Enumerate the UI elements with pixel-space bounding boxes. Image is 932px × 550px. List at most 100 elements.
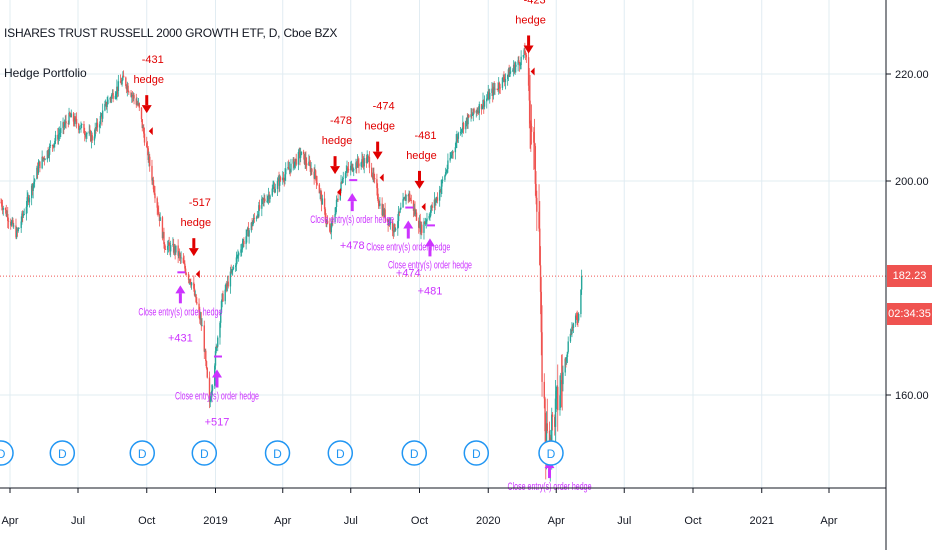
candle-up [310,168,312,172]
candle-up [188,279,191,281]
candle-down [205,361,208,369]
candle-up [567,341,569,352]
candle-down [530,125,533,132]
candle-up [256,215,259,218]
candle-up [167,242,170,246]
countdown-tag: 02:34:35 [887,303,932,326]
candle-down [182,257,185,264]
candle-down [163,244,166,250]
candle-down [499,87,501,89]
candle-down [436,197,439,201]
candle-up [95,122,98,129]
candle-down [314,170,317,177]
candle-down [278,178,280,186]
candle-up [444,175,446,180]
candle-down [471,114,473,116]
candle-down [279,177,282,181]
candle-up [420,224,422,233]
candle-down [282,177,285,180]
candle-down [382,208,385,216]
candle-up [226,281,229,287]
candle-up [132,94,134,96]
candle-down [158,214,161,221]
candle-down [316,182,318,185]
dividend-icon [191,440,218,466]
hedge-arrow-shaft [376,141,380,152]
candle-down [452,151,454,153]
candle-up [367,156,369,158]
candle-up [523,49,525,56]
candle-up [566,351,569,357]
close-marker-icon [177,271,186,274]
candle-down [560,380,563,383]
candle-up [54,140,56,144]
candle-down [320,192,322,195]
candle-down [75,119,78,125]
candle-down [43,158,46,160]
candle-up [194,294,197,296]
candle-down [320,194,323,205]
candle-down [477,110,480,114]
close-arrow-icon [403,220,414,229]
candle-down [251,222,253,227]
dividend-icon-label: D [336,447,345,461]
close-marker-icon [349,179,358,182]
hedge-arrow-icon [523,45,534,54]
hedge-arrow-shaft [527,35,531,46]
candle-down [78,124,80,130]
candle-up [360,162,362,167]
candle-up [23,214,25,215]
candle-up [361,159,363,163]
candle-up [277,178,279,182]
candle-down [351,164,353,171]
candle-up [263,198,265,200]
candle-up [27,197,29,198]
candle-up [252,222,254,227]
candle-down [52,145,55,148]
candle-down [125,77,127,87]
hedge-arrow-shaft [417,170,421,181]
candle-up [449,157,451,161]
candle-down [110,98,112,99]
hedge-arrow-icon [141,105,152,114]
candle-up [308,161,310,166]
candle-down [177,245,179,256]
close-order-label: Close entry(s) order hedge [310,214,394,226]
candle-up [352,170,354,172]
candle-up [201,325,203,327]
candle-up [356,159,359,168]
dividend-icon [327,440,354,466]
candle-up [288,168,291,170]
close-qty-label: +474 [396,268,421,280]
candle-up [379,203,381,206]
candle-up [388,220,390,225]
close-order-label: Close entry(s) order hedge [175,391,259,403]
candle-down [157,207,159,212]
candle-down [325,219,327,222]
candle-up [242,240,244,245]
candle-up [209,399,211,403]
candle-down [357,159,359,164]
candle-up [509,71,511,77]
candle-down [90,131,92,142]
candle-down [398,211,401,213]
candle-down [468,115,470,118]
candle-up [555,390,557,399]
candle-up [438,190,441,201]
candle-down [84,133,86,135]
candle-up [180,257,182,259]
candle-up [405,195,407,201]
candle-down [362,159,364,162]
candle-up [93,136,96,141]
candle-up [397,221,399,229]
hedge-label: hedge [181,217,212,229]
candle-up [122,75,124,81]
candle-up [142,127,144,129]
close-arrow-shaft [428,246,432,257]
hedge-marker-icon [337,188,342,197]
candle-down [143,133,146,143]
candle-up [28,198,31,203]
candle-down [264,198,266,202]
hedge-qty-label: -423 [524,0,546,6]
